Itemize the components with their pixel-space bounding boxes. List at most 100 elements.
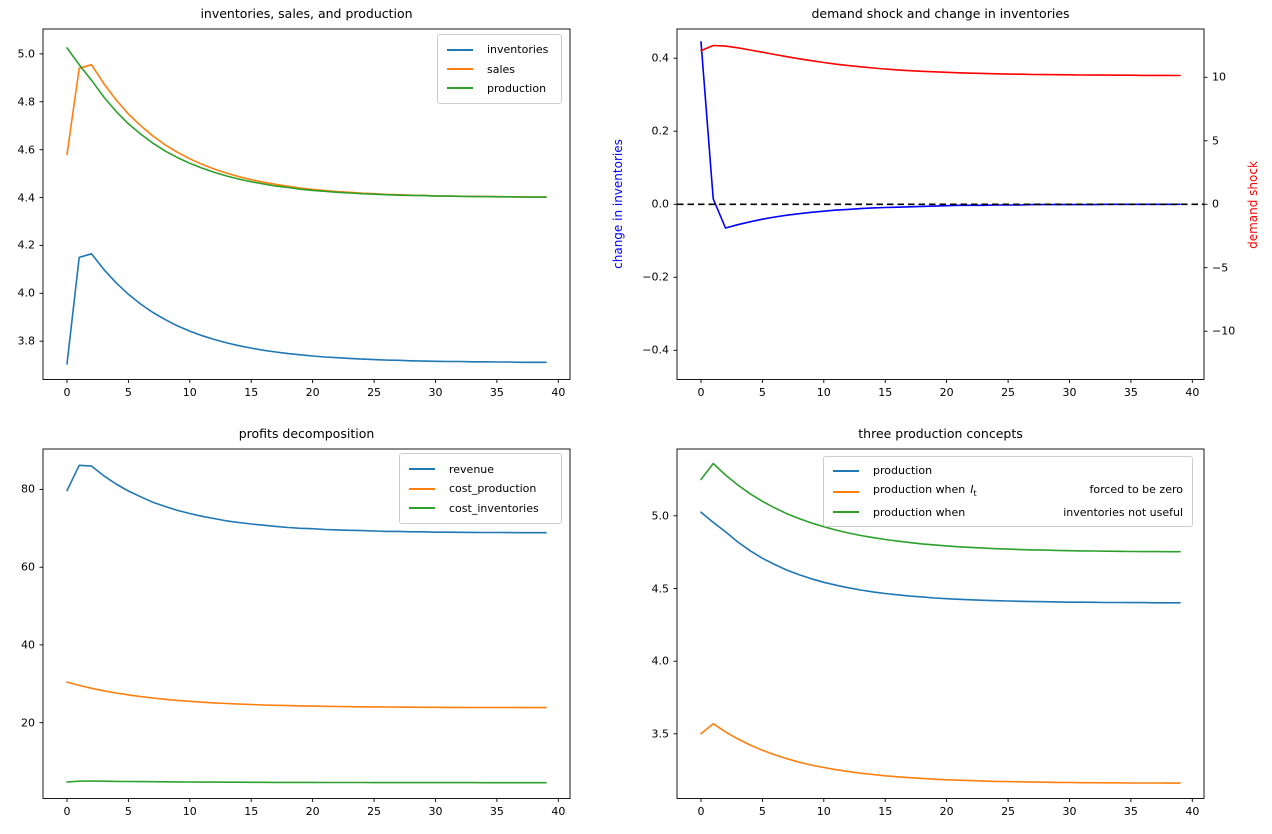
y-tick-label: 0.4	[651, 51, 670, 65]
x-tick-label: 35	[1123, 805, 1138, 818]
legend-entry: inventories	[447, 43, 552, 56]
legend-line-swatch	[833, 469, 859, 472]
legend-label: production when It forced to be zero	[873, 483, 1183, 500]
y-tick-label: 4.5	[651, 582, 670, 595]
y-tick-label: 4.0	[17, 286, 36, 300]
legend-entry: production	[833, 464, 1183, 477]
legend-entry: production when inventories not useful	[833, 506, 1183, 519]
y-tick-label: 60	[21, 560, 35, 574]
x-tick-label: 30	[428, 386, 443, 399]
x-tick-label: 40	[1185, 386, 1200, 399]
legend-inventories-sales-production: inventories sales production	[437, 34, 562, 104]
legend-label-left: production when It	[873, 482, 977, 499]
legend-line-swatch	[447, 48, 473, 51]
legend-label-left: production when	[873, 505, 966, 519]
y-tick-label: 0.0	[651, 197, 670, 211]
math-subscript-t: t	[973, 489, 977, 499]
x-tick-label: 40	[551, 386, 566, 399]
y-tick-label: 80	[21, 482, 35, 496]
x-tick-label: 15	[244, 386, 259, 399]
legend-label: production	[487, 81, 547, 95]
x-tick-label: 15	[878, 386, 893, 399]
x-tick-label: 20	[939, 386, 954, 399]
y-tick-label: 10	[1212, 70, 1226, 84]
x-tick-label: 0	[63, 805, 71, 818]
y-tick-label: 5.0	[17, 47, 36, 61]
legend-label-right: forced to be zero	[1089, 482, 1183, 496]
y-tick-label: −5	[1212, 261, 1229, 275]
chart-title-inventories-sales-production: inventories, sales, and production	[200, 6, 413, 21]
legend-line-swatch	[833, 490, 859, 493]
legend-entry: production when It forced to be zero	[833, 483, 1183, 500]
x-tick-label: 5	[124, 386, 132, 399]
legend-line-swatch	[409, 507, 435, 509]
y-tick-label: 40	[21, 638, 35, 652]
x-tick-label: 35	[489, 805, 504, 818]
chart-title-demand-shock: demand shock and change in inventories	[811, 6, 1070, 21]
x-tick-label: 25	[1001, 805, 1016, 818]
x-tick-label: 25	[367, 805, 382, 818]
math-symbol-I: I	[970, 482, 974, 496]
legend-entry: revenue	[409, 463, 552, 476]
x-tick-label: 5	[124, 805, 132, 818]
x-tick-label: 10	[182, 805, 197, 818]
legend-label: cost_production	[449, 482, 537, 495]
y-tick-label: 4.2	[17, 238, 36, 252]
legend-label: production	[873, 464, 933, 478]
y-tick-label: 4.6	[17, 143, 36, 157]
x-tick-label: 30	[1062, 386, 1077, 399]
legend-three-production-concepts: production production when It forced to b…	[823, 456, 1193, 527]
y-tick-label: 20	[21, 716, 35, 730]
x-tick-label: 30	[428, 805, 443, 818]
x-tick-label: 0	[697, 386, 705, 399]
chart-title-three-production-concepts: three production concepts	[858, 426, 1023, 441]
x-tick-label: 35	[489, 386, 504, 399]
x-tick-label: 20	[939, 805, 954, 818]
chart-title-profits-decomposition: profits decomposition	[238, 426, 375, 441]
y-tick-label: −10	[1212, 324, 1236, 338]
y-tick-label: −0.2	[642, 270, 669, 284]
y-tick-label: 3.8	[17, 334, 36, 348]
x-tick-label: 30	[1062, 805, 1077, 818]
right-y-axis-label: demand shock	[1246, 161, 1260, 249]
legend-profits-decomposition: revenue cost_production cost_inventories	[399, 453, 562, 524]
y-tick-label: 4.4	[17, 191, 36, 205]
x-tick-label: 10	[816, 386, 831, 399]
x-tick-label: 5	[758, 805, 766, 818]
x-tick-label: 20	[305, 805, 320, 818]
x-tick-label: 15	[878, 805, 893, 818]
left-y-axis-label: change in inventories	[611, 139, 625, 269]
x-tick-label: 15	[244, 805, 259, 818]
x-tick-label: 40	[551, 805, 566, 818]
legend-entry: cost_production	[409, 482, 552, 495]
legend-label: inventories	[487, 43, 549, 57]
x-tick-label: 35	[1123, 386, 1138, 399]
legend-line-swatch	[447, 68, 473, 70]
y-tick-label: 4.0	[651, 654, 670, 668]
legend-line-swatch	[447, 87, 473, 90]
x-tick-label: 20	[305, 386, 320, 399]
legend-label: cost_inventories	[449, 501, 539, 515]
legend-line-swatch	[833, 511, 859, 514]
y-tick-label: −0.4	[642, 343, 669, 357]
legend-entry: sales	[447, 63, 552, 76]
y-tick-label: 3.5	[651, 727, 670, 741]
x-tick-label: 25	[1001, 386, 1016, 399]
x-tick-label: 40	[1185, 805, 1200, 818]
x-tick-label: 0	[63, 386, 71, 399]
legend-label-right: inventories not useful	[1063, 505, 1183, 519]
x-tick-label: 10	[816, 805, 831, 818]
x-tick-label: 5	[758, 386, 766, 399]
y-tick-label: 0	[1212, 197, 1219, 211]
y-tick-label: 5	[1212, 134, 1219, 148]
x-tick-label: 0	[697, 805, 705, 818]
legend-label: revenue	[449, 462, 495, 476]
legend-line-swatch	[409, 487, 435, 490]
legend-entry: production	[447, 82, 552, 95]
legend-label: sales	[487, 62, 516, 76]
x-tick-label: 10	[182, 386, 197, 399]
y-tick-label: 5.0	[651, 509, 670, 523]
legend-entry: cost_inventories	[409, 502, 552, 515]
